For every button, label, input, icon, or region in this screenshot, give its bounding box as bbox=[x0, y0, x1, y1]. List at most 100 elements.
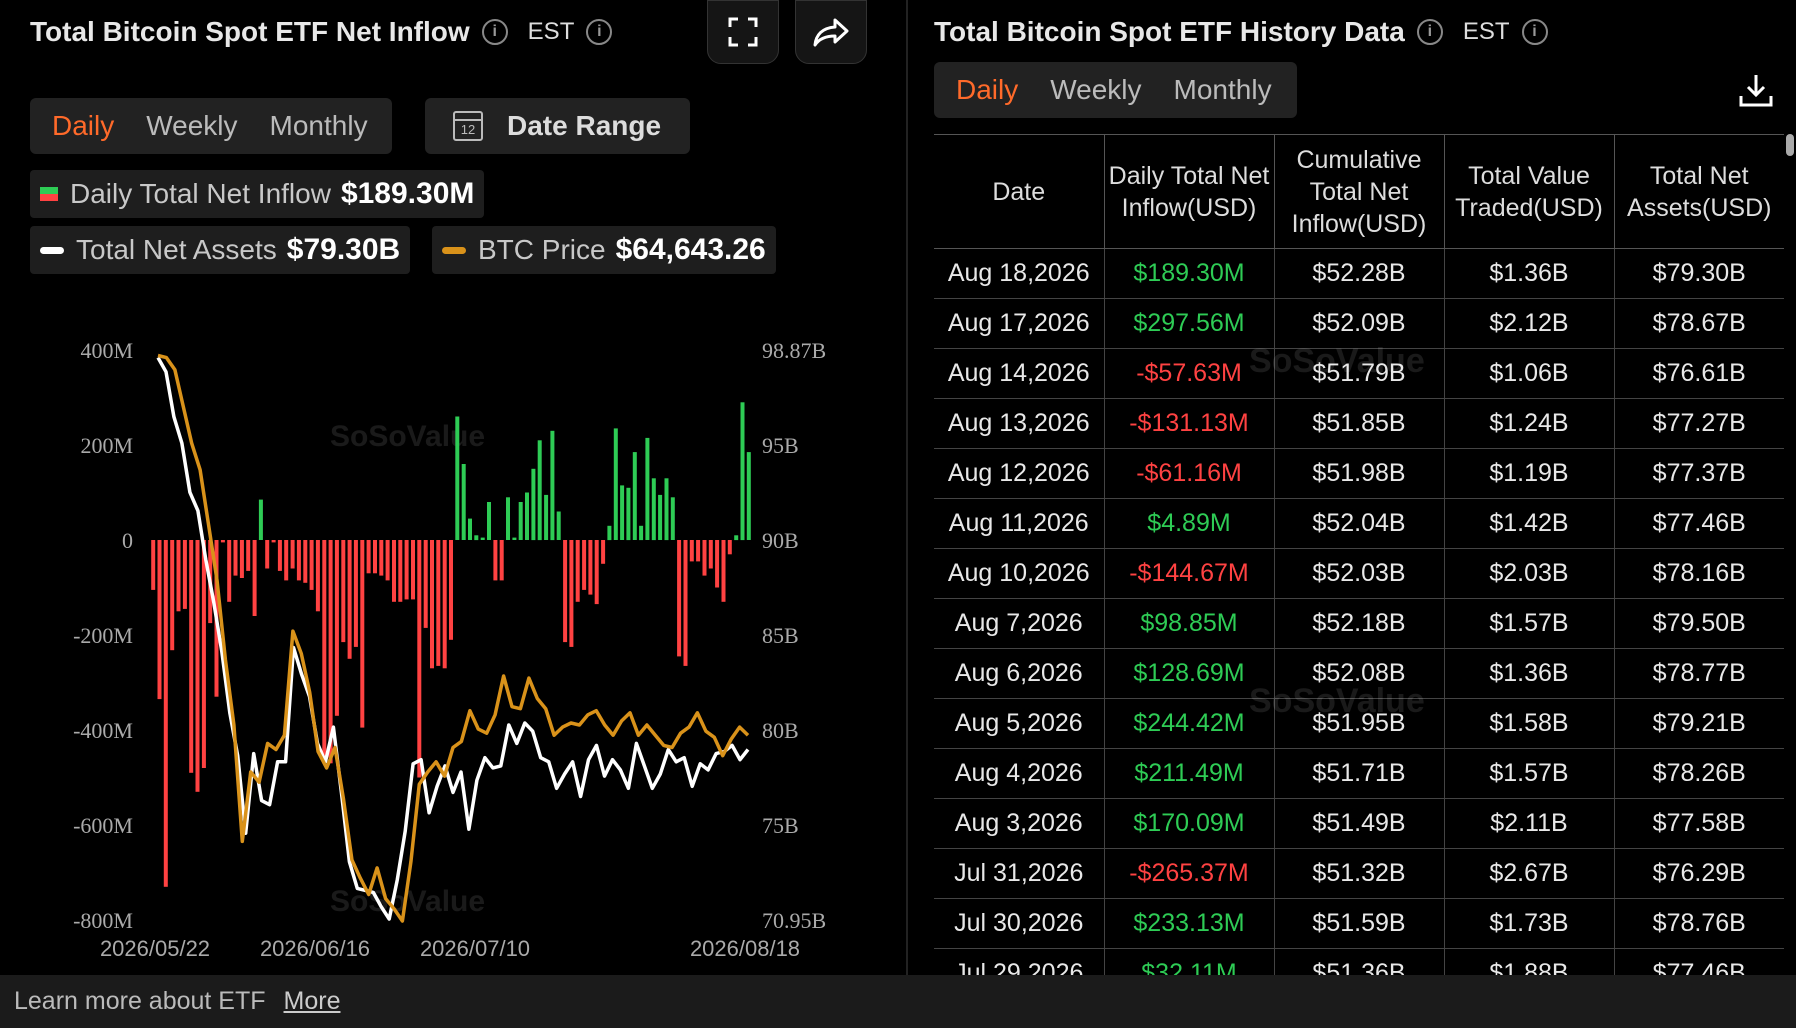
inflow-bar bbox=[170, 540, 175, 651]
table-scrollbar[interactable] bbox=[1786, 134, 1794, 156]
inflow-bar bbox=[468, 518, 472, 540]
cell-daily-inflow: $297.56M bbox=[1104, 298, 1275, 349]
table-row[interactable]: Aug 13,2026 -$131.13M $51.85B $1.24B $77.27B bbox=[934, 398, 1784, 449]
cell-date: Aug 13,2026 bbox=[934, 398, 1105, 449]
download-icon[interactable] bbox=[1738, 72, 1774, 108]
inflow-bar bbox=[182, 540, 187, 609]
inflow-bar bbox=[220, 540, 225, 543]
table-row[interactable]: Aug 3,2026 $170.09M $51.49B $2.11B $77.58B bbox=[934, 798, 1784, 849]
cell-value-traded: $2.67B bbox=[1444, 848, 1615, 899]
cell-value-traded: $2.11B bbox=[1444, 798, 1615, 849]
col-value-traded[interactable]: Total Value Traded(USD) bbox=[1444, 134, 1615, 249]
inflow-bar bbox=[645, 437, 650, 540]
inflow-bar bbox=[544, 494, 549, 540]
cell-daily-inflow: $211.49M bbox=[1104, 748, 1275, 799]
inflow-bar bbox=[601, 540, 606, 564]
cell-value-traded: $1.57B bbox=[1444, 748, 1615, 799]
inflow-bar bbox=[525, 492, 529, 540]
tab-daily[interactable]: Daily bbox=[52, 110, 115, 141]
col-cumulative-inflow[interactable]: Cumulative Total Net Inflow(USD) bbox=[1274, 134, 1445, 249]
col-date[interactable]: Date bbox=[934, 134, 1105, 249]
table-row[interactable]: Jul 31,2026 -$265.37M $51.32B $2.67B $76.29B bbox=[934, 848, 1784, 899]
inflow-bar bbox=[461, 464, 466, 540]
y-right-tick-label: 75B bbox=[762, 813, 799, 838]
cell-daily-inflow: $170.09M bbox=[1104, 798, 1275, 849]
btc-price-line bbox=[157, 353, 750, 923]
inflow-bar bbox=[702, 540, 707, 576]
cell-value-traded: $1.42B bbox=[1444, 498, 1615, 549]
table-row[interactable]: Aug 12,2026 -$61.16M $51.98B $1.19B $77.37B bbox=[934, 448, 1784, 499]
cell-value-traded: $1.36B bbox=[1444, 248, 1615, 299]
inflow-bar bbox=[328, 540, 333, 764]
history-tab-monthly[interactable]: Monthly bbox=[1173, 74, 1272, 105]
info-icon[interactable]: i bbox=[1416, 19, 1443, 45]
cell-net-assets: $78.76B bbox=[1614, 898, 1784, 949]
table-row[interactable]: Aug 5,2026 $244.42M $51.95B $1.58B $79.21B bbox=[934, 698, 1784, 749]
calendar-icon: 12 bbox=[453, 111, 483, 141]
inflow-bar bbox=[651, 478, 656, 541]
inflow-bar bbox=[499, 540, 504, 581]
cell-value-traded: $2.03B bbox=[1444, 548, 1615, 599]
inflow-bar bbox=[353, 540, 358, 647]
tab-monthly[interactable]: Monthly bbox=[269, 110, 368, 141]
inflow-bar bbox=[531, 468, 536, 541]
table-row[interactable]: Aug 4,2026 $211.49M $51.71B $1.57B $78.26B bbox=[934, 748, 1784, 799]
cell-value-traded: $2.12B bbox=[1444, 298, 1615, 349]
info-icon[interactable]: i bbox=[481, 19, 508, 45]
y-left-tick-label: 0 bbox=[122, 528, 133, 553]
share-icon bbox=[813, 18, 849, 47]
more-link[interactable]: More bbox=[283, 987, 341, 1015]
x-tick-label: 2026/05/22 bbox=[100, 936, 210, 961]
inflow-bar bbox=[176, 540, 181, 612]
table-row[interactable]: Aug 14,2026 -$57.63M $51.79B $1.06B $76.61B bbox=[934, 348, 1784, 399]
date-range-button[interactable]: 12 Date Range bbox=[425, 98, 690, 154]
cell-cumulative-inflow: $52.28B bbox=[1274, 248, 1445, 299]
inflow-bar bbox=[670, 497, 675, 540]
cell-cumulative-inflow: $51.98B bbox=[1274, 448, 1445, 499]
history-table-container[interactable]: Date Daily Total Net Inflow(USD) Cumulat… bbox=[934, 134, 1784, 975]
table-row[interactable]: Jul 29,2026 $32.11M $51.36B $1.88B $77.46B bbox=[934, 948, 1784, 975]
fullscreen-button[interactable] bbox=[707, 0, 779, 64]
footer-text: Learn more about ETF bbox=[14, 987, 266, 1015]
cell-net-assets: $79.50B bbox=[1614, 598, 1784, 649]
inflow-bar bbox=[157, 540, 162, 700]
table-row[interactable]: Aug 18,2026 $189.30M $52.28B $1.36B $79.30B bbox=[934, 248, 1784, 299]
inflow-bar bbox=[201, 540, 206, 768]
history-tab-daily[interactable]: Daily bbox=[956, 74, 1019, 105]
table-row[interactable]: Aug 7,2026 $98.85M $52.18B $1.57B $79.50B bbox=[934, 598, 1784, 649]
y-right-tick-label: 90B bbox=[762, 528, 799, 553]
inflow-bar bbox=[620, 485, 625, 540]
cell-date: Aug 4,2026 bbox=[934, 748, 1105, 799]
table-row[interactable]: Aug 11,2026 $4.89M $52.04B $1.42B $77.46B bbox=[934, 498, 1784, 549]
history-table: Date Daily Total Net Inflow(USD) Cumulat… bbox=[934, 134, 1784, 975]
legend-inflow: Daily Total Net Inflow $189.30M bbox=[30, 170, 485, 218]
history-tab-weekly[interactable]: Weekly bbox=[1050, 74, 1142, 105]
inflow-bar bbox=[271, 540, 276, 543]
inflow-bar bbox=[258, 499, 263, 540]
cell-cumulative-inflow: $51.71B bbox=[1274, 748, 1445, 799]
cell-value-traded: $1.73B bbox=[1444, 898, 1615, 949]
cell-cumulative-inflow: $52.03B bbox=[1274, 548, 1445, 599]
panel-divider bbox=[906, 0, 908, 975]
share-button[interactable] bbox=[795, 0, 867, 64]
inflow-bar bbox=[151, 540, 156, 590]
inflow-bar bbox=[227, 540, 232, 602]
fullscreen-icon bbox=[728, 17, 758, 47]
cell-net-assets: $78.67B bbox=[1614, 298, 1784, 349]
table-row[interactable]: Aug 6,2026 $128.69M $52.08B $1.36B $78.77B bbox=[934, 648, 1784, 699]
y-left-tick-label: -200M bbox=[73, 623, 133, 648]
col-daily-inflow[interactable]: Daily Total Net Inflow(USD) bbox=[1104, 134, 1275, 249]
inflow-bar bbox=[309, 540, 314, 590]
tab-weekly[interactable]: Weekly bbox=[146, 110, 238, 141]
table-row[interactable]: Aug 10,2026 -$144.67M $52.03B $2.03B $78.16B bbox=[934, 548, 1784, 599]
table-row[interactable]: Jul 30,2026 $233.13M $51.59B $1.73B $78.76B bbox=[934, 898, 1784, 949]
inflow-bar bbox=[277, 540, 282, 571]
timezone-info-icon[interactable]: i bbox=[1521, 19, 1548, 45]
inflow-bar bbox=[455, 416, 460, 540]
timezone-info-icon[interactable]: i bbox=[586, 19, 613, 45]
col-net-assets[interactable]: Total Net Assets(USD) bbox=[1614, 134, 1784, 249]
inflow-chart: 400M 200M 0 -200M -400M -600M -800M 98.87B 95B 90… bbox=[73, 338, 826, 961]
inflow-bar bbox=[632, 452, 637, 540]
cell-value-traded: $1.19B bbox=[1444, 448, 1615, 499]
table-row[interactable]: Aug 17,2026 $297.56M $52.09B $2.12B $78.67B bbox=[934, 298, 1784, 349]
